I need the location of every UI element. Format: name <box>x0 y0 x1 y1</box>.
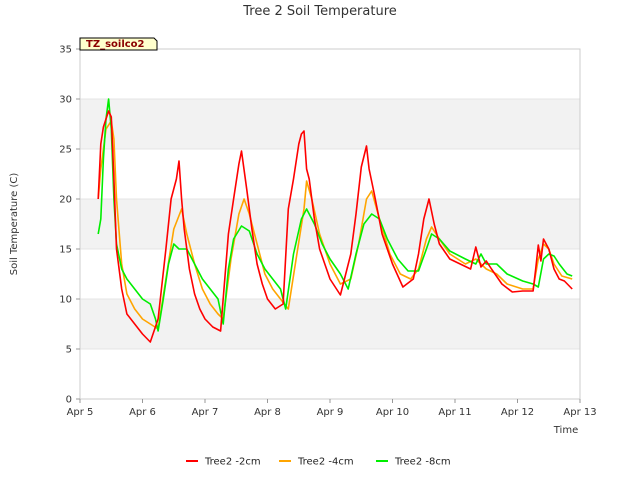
x-tick-label: Apr 8 <box>254 407 281 418</box>
y-tick-label: 5 <box>66 345 72 356</box>
grid-bands <box>80 48 580 400</box>
grid-band <box>80 49 580 99</box>
x-axis-ticks: Apr 5 Apr 6 Apr 7 Apr 8 Apr 9 Apr 10 Apr 11 Apr… <box>67 399 597 418</box>
series-line-3 <box>97 98 573 332</box>
badge-label: TZ_soilco2 <box>86 39 145 50</box>
y-tick-label: 15 <box>59 245 72 256</box>
y-tick-label: 30 <box>59 95 72 106</box>
legend: Tree2 -2cm Tree2 -4cm Tree2 -8cm <box>186 457 451 468</box>
series-line-1 <box>97 110 573 343</box>
x-tick-label: Apr 12 <box>501 407 534 418</box>
x-axis-label: Time <box>553 425 578 436</box>
legend-label: Tree2 -4cm <box>297 457 354 468</box>
badge-box <box>79 37 158 51</box>
grid-band <box>80 249 580 299</box>
chart-title: Tree 2 Soil Temperature <box>242 4 397 19</box>
x-tick-label: Apr 9 <box>317 407 344 418</box>
series-lines <box>97 98 573 343</box>
x-tick-label: Apr 13 <box>563 407 596 418</box>
legend-label: Tree2 -8cm <box>394 457 451 468</box>
x-tick-label: Apr 6 <box>129 407 156 418</box>
y-tick-label: 10 <box>59 295 72 306</box>
x-tick-label: Apr 5 <box>67 407 94 418</box>
y-tick-label: 25 <box>59 145 72 156</box>
y-tick-label: 0 <box>66 395 72 406</box>
grid-band <box>80 299 580 349</box>
y-tick-label: 20 <box>59 195 72 206</box>
grid-band <box>80 199 580 249</box>
series-line-2 <box>97 120 573 330</box>
grid-band <box>80 99 580 149</box>
legend-label: Tree2 -2cm <box>204 457 261 468</box>
grid-band <box>80 349 580 399</box>
x-tick-label: Apr 10 <box>376 407 409 418</box>
x-tick-label: Apr 7 <box>192 407 219 418</box>
dataset-badge: TZ_soilco2 <box>79 37 158 51</box>
grid-band <box>80 149 580 199</box>
y-tick-label: 35 <box>59 45 72 56</box>
y-axis-label: Soil Temperature (C) <box>9 173 20 276</box>
x-tick-label: Apr 11 <box>438 407 471 418</box>
y-axis-ticks: 0 5 10 15 20 25 30 35 <box>59 45 80 406</box>
